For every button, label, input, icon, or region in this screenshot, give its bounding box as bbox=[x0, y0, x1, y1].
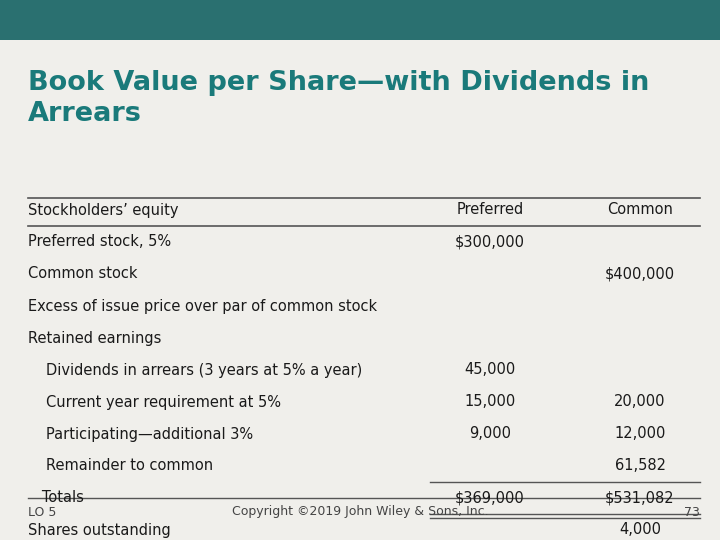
Text: 61,582: 61,582 bbox=[614, 458, 665, 474]
Text: Common: Common bbox=[607, 202, 673, 218]
Bar bbox=[0, 0, 720, 40]
Text: Dividends in arrears (3 years at 5% a year): Dividends in arrears (3 years at 5% a ye… bbox=[46, 362, 362, 377]
Text: Totals: Totals bbox=[28, 490, 84, 505]
Text: Copyright ©2019 John Wiley & Sons, Inc.: Copyright ©2019 John Wiley & Sons, Inc. bbox=[232, 505, 488, 518]
Text: Common stock: Common stock bbox=[28, 267, 138, 281]
Text: Preferred: Preferred bbox=[456, 202, 523, 218]
Text: 15,000: 15,000 bbox=[464, 395, 516, 409]
Text: 45,000: 45,000 bbox=[464, 362, 516, 377]
Text: Remainder to common: Remainder to common bbox=[46, 458, 213, 474]
Text: 12,000: 12,000 bbox=[614, 427, 666, 442]
Text: LO 5: LO 5 bbox=[28, 505, 56, 518]
Text: Shares outstanding: Shares outstanding bbox=[28, 523, 171, 537]
Text: 73: 73 bbox=[684, 505, 700, 518]
Text: $300,000: $300,000 bbox=[455, 234, 525, 249]
Text: Book Value per Share—with Dividends in
Arrears: Book Value per Share—with Dividends in A… bbox=[28, 70, 649, 127]
Text: Current year requirement at 5%: Current year requirement at 5% bbox=[46, 395, 281, 409]
Text: $369,000: $369,000 bbox=[455, 490, 525, 505]
Text: $400,000: $400,000 bbox=[605, 267, 675, 281]
Text: 20,000: 20,000 bbox=[614, 395, 666, 409]
Text: 9,000: 9,000 bbox=[469, 427, 511, 442]
Text: 4,000: 4,000 bbox=[619, 523, 661, 537]
Text: Retained earnings: Retained earnings bbox=[28, 330, 161, 346]
Text: Stockholders’ equity: Stockholders’ equity bbox=[28, 202, 179, 218]
Text: $531,082: $531,082 bbox=[606, 490, 675, 505]
Text: Excess of issue price over par of common stock: Excess of issue price over par of common… bbox=[28, 299, 377, 314]
Text: Participating—additional 3%: Participating—additional 3% bbox=[46, 427, 253, 442]
Text: Preferred stock, 5%: Preferred stock, 5% bbox=[28, 234, 171, 249]
